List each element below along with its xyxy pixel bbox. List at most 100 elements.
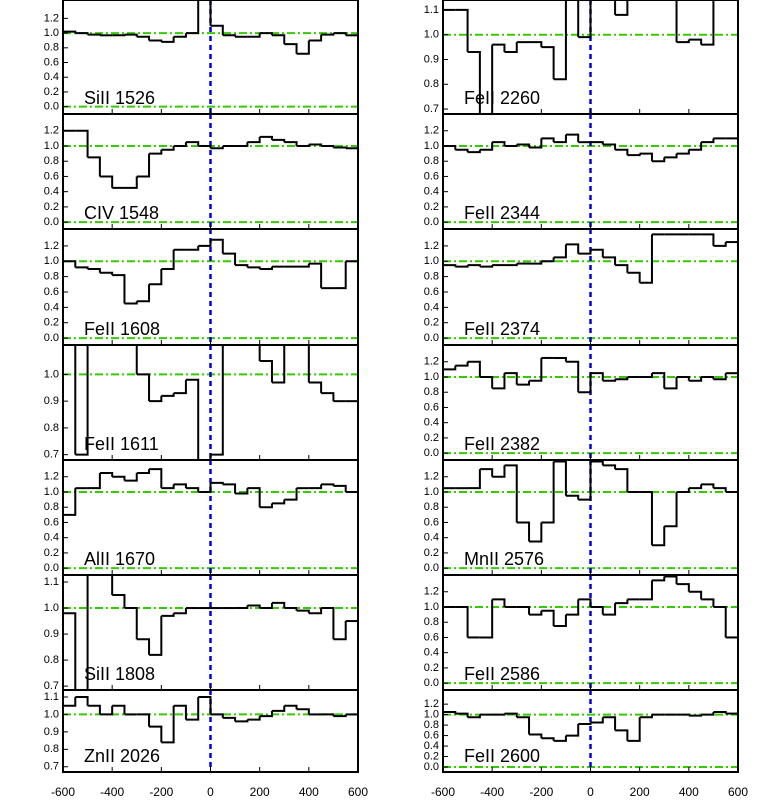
flux-step bbox=[308, 34, 323, 42]
y-tick-label: 0.9 bbox=[44, 395, 59, 407]
flux-step bbox=[467, 469, 481, 490]
flux-step bbox=[713, 487, 727, 492]
flux-step bbox=[271, 138, 286, 143]
y-tick-label: 0.2 bbox=[44, 86, 59, 98]
flux-step bbox=[639, 490, 653, 546]
flux-step bbox=[333, 621, 347, 641]
flux-step bbox=[136, 638, 151, 655]
flux-step bbox=[112, 475, 126, 481]
flux-step bbox=[565, 494, 580, 500]
flux-step bbox=[578, 373, 592, 394]
flux-step bbox=[210, 713, 224, 718]
flux-step bbox=[271, 705, 286, 712]
flux-step bbox=[516, 716, 531, 735]
flux-step bbox=[87, 472, 101, 490]
flux-step bbox=[615, 0, 629, 16]
flux-step bbox=[185, 696, 200, 721]
flux-step bbox=[664, 153, 678, 159]
flux-step bbox=[235, 605, 249, 610]
flux-step bbox=[590, 460, 604, 466]
y-tick-label: 1.0 bbox=[424, 140, 439, 152]
x-tick-label: 600 bbox=[348, 785, 368, 799]
flux-step bbox=[675, 0, 678, 43]
flux-step bbox=[99, 175, 114, 188]
y-tick-label: 1.0 bbox=[424, 709, 439, 721]
flux-step bbox=[504, 144, 518, 147]
flux-step bbox=[198, 482, 212, 493]
flux-step bbox=[149, 468, 163, 489]
flux-step bbox=[198, 144, 212, 149]
flux-step bbox=[321, 607, 335, 640]
flux-step bbox=[284, 488, 298, 501]
flux-step bbox=[590, 141, 604, 145]
flux-step bbox=[99, 705, 114, 716]
flux-step bbox=[112, 594, 126, 609]
flux-step bbox=[529, 610, 543, 616]
line-label: FeII 2344 bbox=[464, 203, 540, 223]
flux-step bbox=[529, 138, 543, 149]
line-label: FeII 2260 bbox=[464, 88, 540, 108]
flux-step bbox=[615, 468, 629, 492]
flux-step bbox=[259, 266, 273, 270]
flux-step bbox=[161, 249, 175, 270]
x-tick-label: -600 bbox=[51, 785, 75, 799]
flux-step bbox=[86, 575, 89, 690]
y-tick-label: 0.6 bbox=[424, 516, 439, 528]
y-tick-label: 1.0 bbox=[44, 602, 59, 614]
flux-step bbox=[516, 605, 531, 615]
y-tick-label: 1.0 bbox=[424, 29, 439, 41]
y-tick-label: 0.7 bbox=[44, 680, 59, 692]
y-tick-label: 1.2 bbox=[424, 586, 439, 598]
y-tick-label: 1.2 bbox=[424, 471, 439, 483]
y-tick-label: 0.9 bbox=[44, 628, 59, 640]
line-label: SiII 1526 bbox=[84, 88, 155, 108]
flux-step bbox=[173, 483, 187, 489]
line-label: ZnII 2026 bbox=[84, 746, 160, 766]
flux-step bbox=[529, 357, 543, 382]
x-tick-label: -200 bbox=[149, 785, 173, 799]
flux-step bbox=[259, 503, 273, 509]
panel bbox=[443, 345, 738, 460]
flux-step bbox=[308, 262, 323, 289]
flux-step bbox=[75, 129, 89, 158]
flux-step bbox=[455, 8, 469, 53]
flux-step bbox=[651, 576, 666, 582]
flux-step bbox=[664, 491, 678, 528]
flux-step bbox=[333, 146, 347, 149]
flux-step bbox=[136, 713, 151, 727]
flux-step bbox=[99, 471, 114, 477]
y-tick-label: 0.6 bbox=[424, 631, 439, 643]
flux-step bbox=[111, 575, 114, 596]
flux-step bbox=[504, 263, 518, 267]
flux-step bbox=[308, 484, 323, 490]
flux-step bbox=[161, 145, 175, 151]
flux-step bbox=[541, 609, 555, 627]
flux-step bbox=[149, 149, 163, 155]
flux-step bbox=[553, 614, 567, 628]
flux-step bbox=[209, 0, 212, 26]
y-tick-label: 1.0 bbox=[44, 486, 59, 498]
flux-step bbox=[74, 345, 77, 455]
flux-step bbox=[701, 375, 715, 380]
flux-step bbox=[676, 583, 690, 592]
flux-step bbox=[296, 263, 310, 268]
flux-step bbox=[713, 605, 727, 638]
flux-step bbox=[198, 695, 212, 715]
flux-step bbox=[713, 711, 727, 714]
panel bbox=[443, 460, 738, 575]
flux-step bbox=[161, 484, 175, 490]
flux-step bbox=[112, 704, 126, 715]
line-label: FeII 2600 bbox=[464, 746, 540, 766]
flux-step bbox=[161, 613, 175, 617]
panel bbox=[63, 575, 358, 690]
y-tick-label: 0.2 bbox=[44, 317, 59, 329]
flux-step bbox=[185, 0, 200, 35]
y-tick-label: 0.4 bbox=[44, 301, 59, 313]
flux-step bbox=[577, 0, 580, 38]
y-tick-label: 0.8 bbox=[44, 501, 59, 513]
y-tick-label: 0.0 bbox=[44, 101, 59, 113]
flux-step bbox=[688, 38, 703, 45]
y-tick-label: 1.2 bbox=[44, 125, 59, 137]
flux-step bbox=[259, 360, 273, 383]
flux-step bbox=[443, 365, 457, 371]
